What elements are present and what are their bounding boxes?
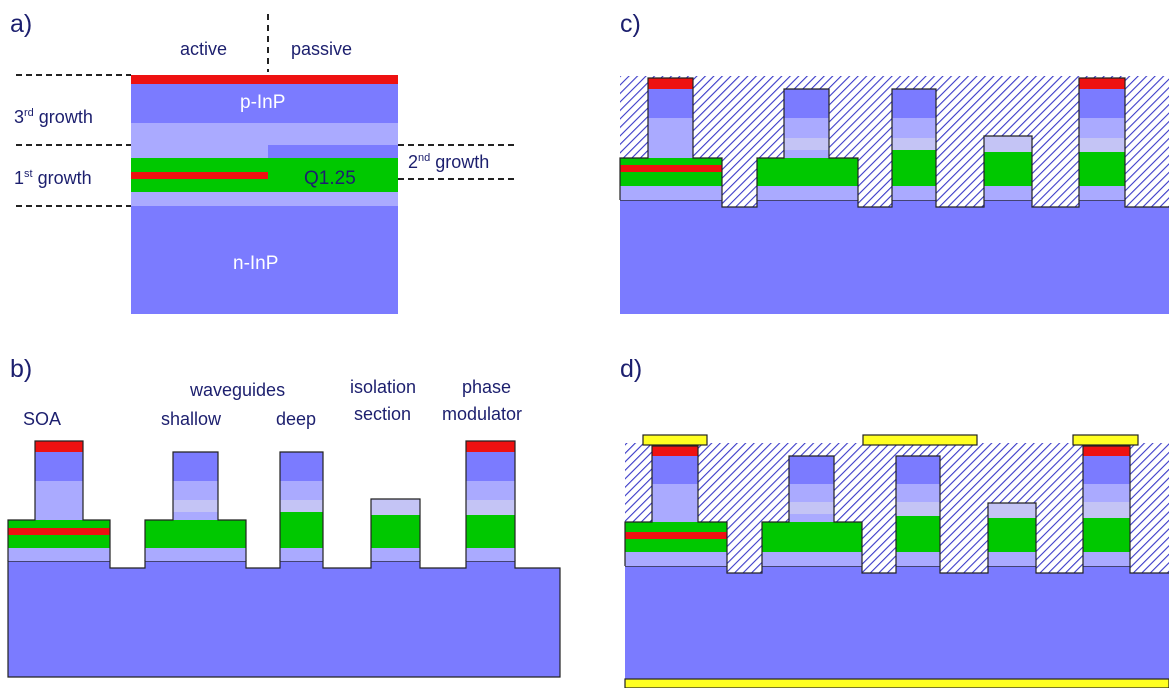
section-label: section	[354, 404, 411, 424]
waveguide-metal-contact	[862, 434, 978, 446]
panel-b-label: b)	[10, 355, 32, 383]
isolation-section-d	[987, 502, 1037, 566]
active-upper-layer	[131, 145, 268, 158]
phase-modulator-ridge	[465, 440, 516, 561]
active-layer	[131, 172, 268, 179]
panel-a-label: a)	[10, 10, 32, 38]
deep-label: deep	[276, 409, 316, 429]
modulator-label: modulator	[442, 404, 522, 424]
substrate-c	[620, 200, 1169, 314]
growth3-label: 3rd growth	[14, 107, 93, 127]
substrate-d	[625, 566, 1169, 688]
growth2-label: 2nd growth	[408, 152, 489, 172]
soa-ridge-c	[619, 77, 723, 200]
shallow-waveguide-c	[756, 88, 859, 200]
panel-d: d)	[620, 355, 1169, 688]
upper-cladding-layer	[131, 123, 398, 145]
regrowth-step	[268, 145, 398, 158]
panel-a: a) active passive 3rd growth 1st growth …	[10, 10, 516, 314]
n-inp-label: n-InP	[233, 253, 278, 274]
phase-label: phase	[462, 377, 511, 397]
soa-label: SOA	[23, 409, 61, 429]
etched-substrate	[7, 560, 561, 678]
panel-d-label: d)	[620, 355, 642, 383]
q125-label: Q1.25	[304, 168, 356, 189]
backside-metal	[624, 678, 1169, 688]
p-inp-layer	[131, 84, 398, 123]
shallow-label: shallow	[161, 409, 222, 429]
shallow-waveguide	[144, 451, 247, 561]
soa-ridge	[7, 440, 111, 561]
isolation-section-c	[983, 135, 1033, 200]
deep-waveguide-d	[895, 455, 941, 566]
panel-c: c)	[619, 10, 1169, 314]
growth1-label: 1st growth	[14, 168, 92, 188]
passive-label: passive	[291, 39, 352, 59]
deep-waveguide	[279, 451, 324, 561]
lower-cladding-layer	[131, 192, 398, 206]
panel-c-label: c)	[620, 10, 641, 38]
soa-ridge-d	[624, 445, 728, 566]
phase-modulator-ridge-d	[1082, 445, 1131, 566]
active-label: active	[180, 39, 227, 59]
p-inp-label: p-InP	[240, 92, 285, 113]
n-inp-substrate	[131, 206, 398, 314]
waveguides-label: waveguides	[189, 380, 285, 400]
isolation-label: isolation	[350, 377, 416, 397]
shallow-waveguide-d	[761, 455, 863, 566]
phase-modulator-ridge-c	[1078, 77, 1126, 200]
modulator-metal-contact	[1072, 434, 1139, 446]
soa-metal-contact	[642, 434, 708, 446]
isolation-section	[370, 498, 421, 561]
panel-b: b)	[7, 355, 561, 678]
deep-waveguide-c	[891, 88, 937, 200]
contact-layer	[131, 75, 398, 84]
